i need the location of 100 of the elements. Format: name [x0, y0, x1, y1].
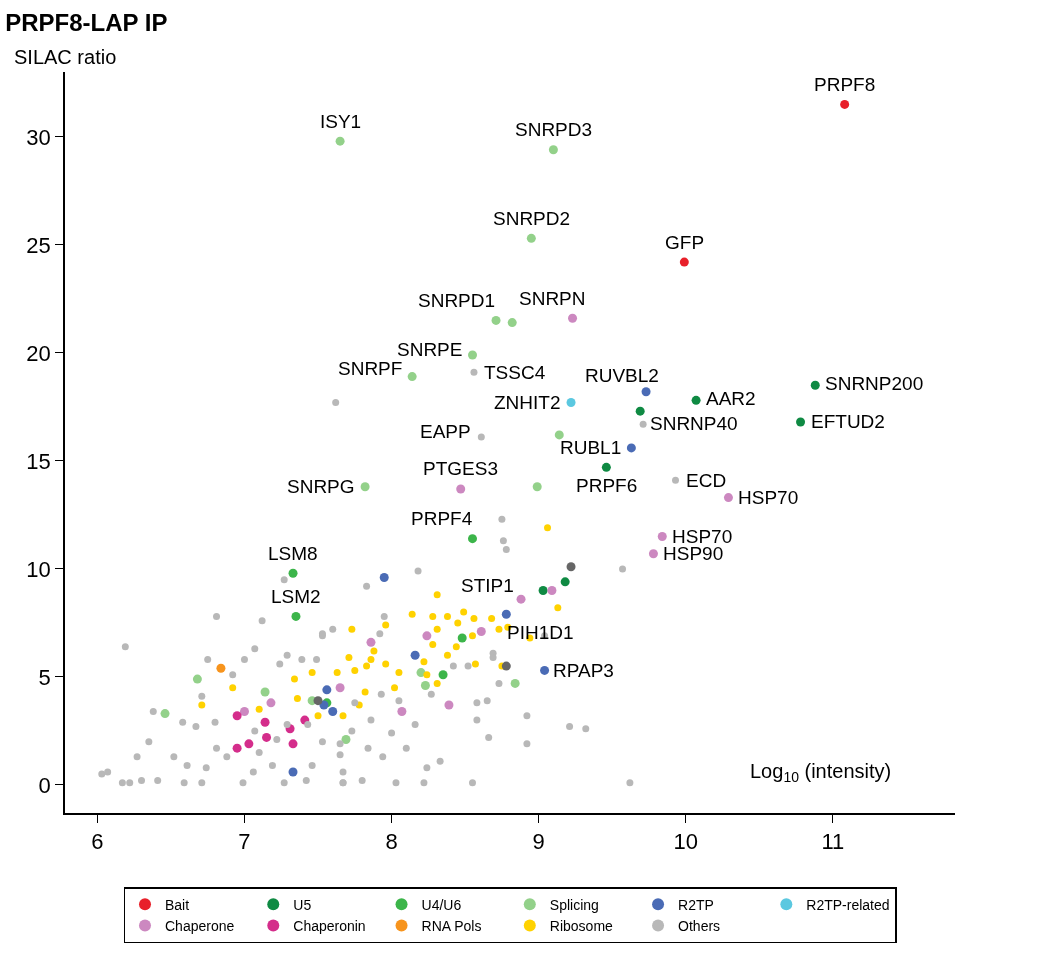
point	[560, 577, 570, 587]
legend-label: Splicing	[549, 896, 599, 913]
point	[526, 233, 536, 243]
point	[495, 625, 503, 633]
point	[288, 568, 298, 578]
annotation: SNRNP40	[650, 413, 738, 434]
point	[341, 735, 351, 745]
point	[361, 688, 369, 696]
annotation: STIP1	[461, 575, 514, 596]
point	[255, 705, 263, 713]
annotation: PRPF4	[411, 508, 473, 529]
legend-label: Ribosome	[549, 917, 614, 934]
point	[333, 669, 341, 677]
point	[568, 313, 578, 323]
annotation: AAR2	[706, 388, 756, 409]
point	[501, 609, 511, 619]
legend-label: R2TP	[678, 896, 714, 913]
point	[467, 534, 477, 544]
point	[335, 683, 345, 693]
annotation: RUBL1	[560, 437, 622, 458]
point	[328, 706, 338, 716]
annotation: SNRPD2	[493, 208, 571, 229]
annotation: SNRNP200	[825, 373, 924, 394]
point	[293, 695, 301, 702]
point	[198, 701, 206, 709]
y-tick-label: 15	[26, 448, 51, 474]
annotation: SNRPE	[397, 339, 463, 360]
point	[470, 615, 478, 623]
y-tick-label: 0	[38, 772, 51, 798]
point	[796, 417, 806, 427]
point	[433, 591, 441, 599]
point	[363, 662, 371, 670]
point	[351, 666, 359, 674]
point	[420, 681, 430, 691]
point	[160, 709, 170, 719]
point	[239, 706, 249, 716]
point	[192, 674, 202, 684]
point	[554, 604, 562, 612]
point	[360, 482, 370, 492]
point	[423, 671, 431, 679]
annotation: SNRPN	[519, 288, 586, 309]
annotation: PRPF8	[814, 74, 876, 95]
annotation: SNRPD3	[515, 119, 593, 140]
point	[635, 406, 645, 416]
point	[544, 524, 552, 532]
point	[566, 562, 576, 572]
point	[476, 627, 486, 637]
point	[290, 675, 298, 683]
point	[391, 684, 399, 692]
annotation: RUVBL2	[585, 365, 659, 386]
point	[244, 739, 254, 749]
x-tick-label: 8	[385, 829, 398, 855]
point	[216, 663, 226, 673]
annotation: EFTUD2	[811, 411, 885, 432]
annotation: ISY1	[320, 111, 362, 132]
x-tick-label: 11	[821, 829, 845, 855]
point	[335, 136, 345, 146]
point	[382, 621, 390, 629]
point	[691, 395, 701, 405]
point	[433, 625, 441, 633]
point	[379, 573, 389, 583]
legend-label: Bait	[165, 896, 190, 913]
point	[420, 658, 428, 666]
annotation: ECD	[686, 470, 727, 491]
legend-label: R2TP-related	[806, 896, 890, 913]
point	[345, 653, 353, 661]
legend-label: U5	[293, 896, 312, 913]
point	[288, 767, 298, 777]
annotation: TSSC4	[484, 362, 546, 383]
point	[367, 656, 375, 664]
annotation: LSM8	[268, 543, 318, 564]
point	[232, 711, 242, 721]
point	[314, 712, 322, 720]
point	[229, 684, 237, 692]
point	[538, 585, 548, 595]
point	[313, 696, 323, 706]
point	[407, 372, 417, 382]
point	[723, 493, 733, 503]
point	[657, 531, 667, 541]
annotation: GFP	[665, 232, 705, 253]
point	[443, 651, 451, 659]
point	[443, 612, 451, 620]
point	[547, 585, 557, 595]
point	[422, 631, 432, 641]
point	[348, 625, 356, 633]
point	[491, 315, 501, 325]
point	[554, 430, 564, 440]
y-tick-label: 30	[26, 124, 51, 150]
point	[444, 700, 454, 710]
point	[429, 612, 437, 620]
point	[452, 643, 460, 651]
y-tick-label: 25	[26, 232, 51, 258]
point	[366, 637, 376, 647]
y-tick-label: 20	[26, 340, 51, 366]
point	[308, 669, 316, 677]
point	[648, 549, 658, 559]
point	[468, 632, 476, 640]
annotation: SNRPF	[338, 358, 403, 379]
legend-label: U4/U6	[421, 896, 462, 913]
point	[232, 743, 242, 753]
